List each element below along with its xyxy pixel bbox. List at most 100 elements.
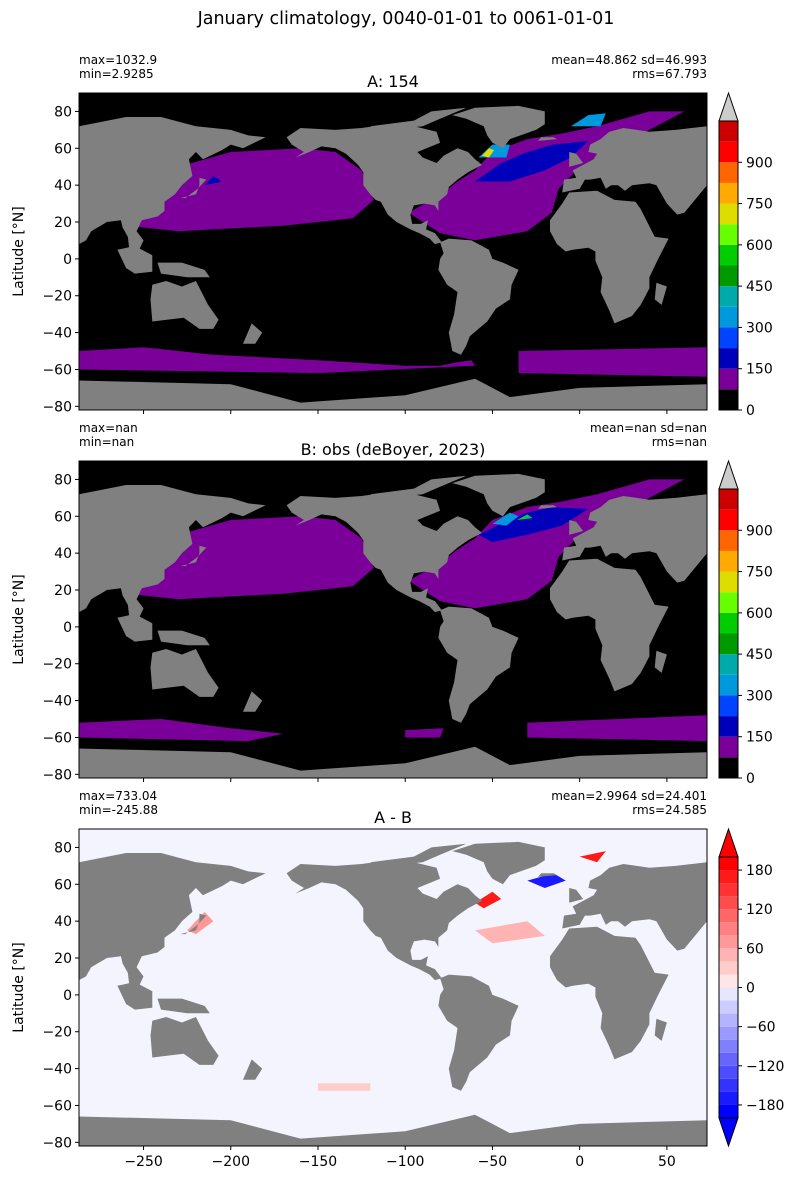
colorbar-tick-label: −180 xyxy=(746,1098,784,1114)
stats-right: rms=67.793 xyxy=(632,67,707,81)
land-mass xyxy=(286,492,482,613)
colorbar-over-arrow xyxy=(718,91,739,122)
xtick-label: −200 xyxy=(212,1154,250,1170)
colorbar-bin xyxy=(719,224,738,245)
land-mass xyxy=(654,1018,667,1041)
land-mass xyxy=(286,860,482,981)
land-mass xyxy=(79,117,266,256)
ytick-label: 60 xyxy=(54,141,72,157)
map-area xyxy=(79,461,707,778)
ytick-label: −40 xyxy=(42,326,72,342)
diff-positive-subtropics xyxy=(475,921,545,944)
diff-positive-nordic xyxy=(579,851,606,863)
stats-left: max=1032.9 xyxy=(79,53,157,67)
xtick-label: 50 xyxy=(658,1154,676,1170)
colorbar-bin xyxy=(719,857,738,871)
field-deep-mixing-atlantic xyxy=(475,140,589,182)
colorbar-tick-label: 750 xyxy=(746,197,773,213)
colorbar-bin xyxy=(719,757,738,778)
land-mass xyxy=(286,124,482,245)
colorbar-bin xyxy=(719,121,738,142)
field-southern-ocean-west xyxy=(79,719,284,742)
land-mass xyxy=(180,545,207,567)
land-mass xyxy=(537,137,557,141)
colorbar-bin xyxy=(719,1000,738,1014)
map-area xyxy=(79,93,707,410)
colorbar-bin xyxy=(719,909,738,923)
field-southern-ocean-east xyxy=(518,347,707,377)
ytick-label: 80 xyxy=(54,472,72,488)
land-mass xyxy=(79,485,266,624)
field-southern-ocean-east xyxy=(527,715,707,742)
field-labrador-sea xyxy=(492,512,519,526)
colorbar-bin xyxy=(719,935,738,949)
colorbar-bin xyxy=(719,716,738,737)
colorbar-bin xyxy=(719,974,738,988)
land-mass xyxy=(438,238,519,355)
field-nordic-seas xyxy=(570,113,606,127)
panel-title: B: obs (deBoyer, 2023) xyxy=(301,440,486,459)
ytick-label: 40 xyxy=(54,546,72,562)
colorbar-bin xyxy=(719,265,738,287)
colorbar-bin xyxy=(719,633,738,655)
ytick-label: −80 xyxy=(42,767,72,783)
ytick-label: −60 xyxy=(42,730,72,746)
stats-right: rms=nan xyxy=(652,435,707,449)
colorbar-tick-label: 300 xyxy=(746,688,773,704)
land-mass xyxy=(654,650,667,673)
colorbar-bin xyxy=(719,896,738,910)
colorbar-bin xyxy=(719,654,738,675)
land-mass xyxy=(180,913,207,935)
field-peak xyxy=(482,148,495,158)
land-mass xyxy=(569,888,584,903)
diff-positive-southern xyxy=(318,1083,371,1091)
ytick-label: 80 xyxy=(54,840,72,856)
ytick-label: 80 xyxy=(54,104,72,120)
land-mass xyxy=(157,998,210,1014)
diff-negative-irminger xyxy=(527,873,566,888)
ytick-label: −20 xyxy=(42,289,72,305)
land-mass xyxy=(452,841,545,885)
colorbar-bin xyxy=(719,306,738,328)
land-mass xyxy=(150,1017,219,1065)
axes-frame xyxy=(78,460,708,779)
land-mass xyxy=(452,105,545,149)
stats-right: rms=24.585 xyxy=(632,803,707,817)
colorbar-tick-label: 450 xyxy=(746,279,773,295)
colorbar-bin xyxy=(719,550,738,572)
colorbar-bin xyxy=(719,1078,738,1092)
colorbar-bin xyxy=(719,571,738,593)
colorbar-tick-label: 150 xyxy=(746,362,773,378)
colorbar-tick-label: 150 xyxy=(746,730,773,746)
y-axis-label: Latitude [°N] xyxy=(11,574,27,664)
colorbar-bin xyxy=(719,203,738,225)
y-axis-label: Latitude [°N] xyxy=(11,206,27,296)
stats-left: max=733.04 xyxy=(79,789,157,803)
ytick-label: −60 xyxy=(42,362,72,378)
colorbar-bin xyxy=(719,922,738,936)
stats-left: min=nan xyxy=(79,435,134,449)
colorbar-tick-label: 300 xyxy=(746,320,773,336)
xtick-label: −50 xyxy=(478,1154,508,1170)
stats-left: max=nan xyxy=(79,421,138,435)
colorbar-bin xyxy=(719,736,738,758)
land-mass xyxy=(537,505,557,509)
ytick-label: 20 xyxy=(54,215,72,231)
land-mass xyxy=(562,862,707,951)
land-mass xyxy=(438,974,519,1091)
land-mass xyxy=(150,281,219,329)
colorbar-bin xyxy=(719,368,738,390)
colorbar-bin xyxy=(719,674,738,696)
figure-title: January climatology, 0040-01-01 to 0061-… xyxy=(197,9,615,29)
land-mass xyxy=(180,177,207,199)
land-mass xyxy=(654,282,667,305)
xtick-label: −250 xyxy=(124,1154,162,1170)
stats-left: min=-245.88 xyxy=(79,803,158,817)
ytick-label: 60 xyxy=(54,877,72,893)
colorbar-bin xyxy=(719,987,738,1001)
land-mass xyxy=(370,107,467,130)
field-kuroshio xyxy=(204,175,222,186)
colorbar-bin xyxy=(719,948,738,962)
